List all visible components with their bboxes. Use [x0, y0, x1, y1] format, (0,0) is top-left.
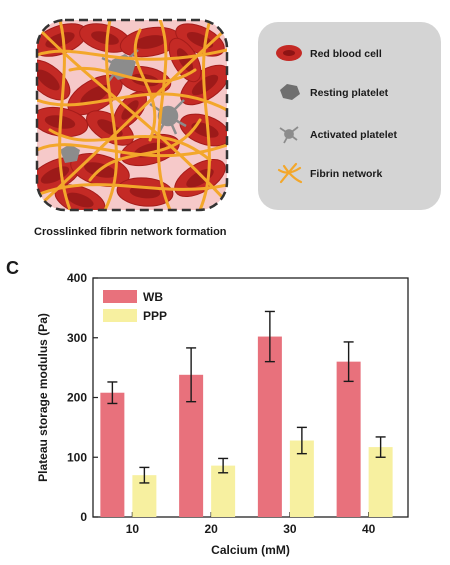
- x-tick-label: 30: [283, 522, 297, 536]
- clot-dashed-border: [35, 18, 229, 212]
- illustration-legend: Red blood cell Resting platelet Activate…: [258, 22, 441, 210]
- error-bar: [218, 457, 229, 474]
- y-tick-label: 300: [67, 331, 87, 345]
- error-bar: [107, 381, 118, 405]
- bar-chart: 0 100 200 300 400 10 20 30 40 WB PPP Calcium (mM…: [36, 271, 409, 557]
- x-tick-label: 20: [204, 522, 218, 536]
- fibrin-strand: [88, 118, 202, 182]
- legend-label-fibrin-network: Fibrin network: [310, 168, 382, 180]
- y-axis: 0 100 200 300 400: [67, 271, 98, 524]
- bar-wb: [336, 361, 361, 517]
- legend-swatch-ppp: [103, 309, 137, 322]
- legend-label-red-blood-cell: Red blood cell: [310, 48, 382, 60]
- panel-letter: C: [6, 258, 19, 278]
- red-blood-cell: [179, 113, 227, 147]
- illustration-caption: Crosslinked fibrin network formation: [34, 226, 227, 238]
- resting-platelet-icon: [280, 84, 300, 100]
- bar-ppp: [211, 465, 236, 517]
- fibrin-network-icon: [277, 162, 303, 184]
- legend-label-wb: WB: [143, 290, 163, 304]
- legend-swatch-wb: [103, 290, 137, 303]
- clot-illustration: Crosslinked fibrin network formation: [34, 18, 229, 238]
- red-blood-cell-icon: [276, 45, 302, 61]
- fibrin-strand: [198, 20, 212, 210]
- x-tick-label: 40: [362, 522, 376, 536]
- fibrin-strand: [37, 92, 227, 112]
- error-bar: [264, 310, 275, 363]
- fibrin-strand: [103, 20, 118, 210]
- legend-label-resting-platelet: Resting platelet: [310, 87, 389, 99]
- y-tick-label: 0: [80, 510, 87, 524]
- bars: [100, 310, 393, 517]
- fibrin-strand: [133, 28, 157, 142]
- bar-ppp: [368, 447, 393, 517]
- legend-label-ppp: PPP: [143, 309, 167, 323]
- error-bar: [296, 426, 307, 455]
- fibrin-strand: [38, 28, 227, 207]
- error-bar: [343, 341, 354, 383]
- fibrin-strand: [48, 128, 212, 162]
- fibrin-strand: [156, 20, 172, 210]
- chart-legend: WB PPP: [103, 290, 167, 323]
- y-tick-label: 400: [67, 271, 87, 285]
- error-bar: [375, 436, 386, 458]
- red-blood-cell: [79, 23, 131, 53]
- fibrin-strand: [38, 28, 227, 202]
- fibrin-strand: [68, 66, 197, 83]
- activated-platelet-icon: [279, 126, 299, 144]
- x-tick-label: 10: [126, 522, 140, 536]
- error-bar: [186, 347, 197, 403]
- y-tick-label: 100: [67, 450, 87, 464]
- legend-label-activated-platelet: Activated platelet: [310, 129, 397, 141]
- bar-wb: [257, 336, 282, 517]
- y-tick-label: 200: [67, 391, 87, 405]
- error-bar: [139, 466, 150, 484]
- legend-box: [258, 22, 441, 210]
- fibrin-strands: [37, 20, 227, 210]
- x-axis-label: Calcium (mM): [211, 543, 290, 557]
- y-axis-label: Plateau storage modulus (Pa): [36, 313, 50, 482]
- bar-wb: [100, 392, 125, 517]
- fibrin-strand: [37, 48, 227, 61]
